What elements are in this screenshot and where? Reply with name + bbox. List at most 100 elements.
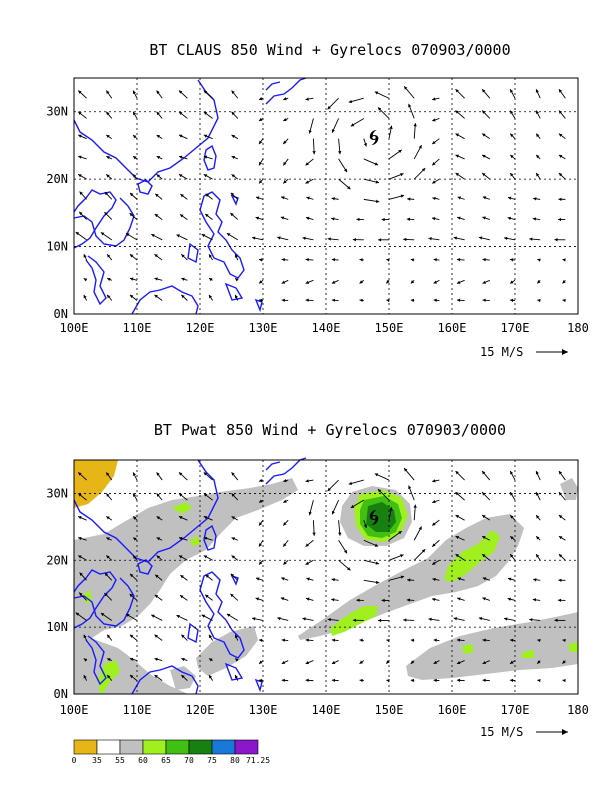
wind-vector — [129, 593, 138, 601]
wind-vector — [507, 216, 516, 221]
wind-vector — [535, 89, 541, 99]
wind-vector — [481, 491, 491, 501]
wind-vector — [156, 111, 163, 119]
wind-vector — [529, 237, 541, 241]
colorbar-label: 75 — [207, 756, 217, 765]
wind-vector — [408, 103, 415, 119]
wind-vector — [129, 277, 138, 281]
wind-vector — [282, 178, 289, 184]
wind-vector — [403, 237, 415, 242]
wind-vector — [231, 472, 239, 481]
wind-vector — [181, 657, 188, 662]
wind-vector — [106, 537, 112, 541]
wind-vector — [156, 173, 163, 180]
wind-vector — [77, 173, 87, 180]
wind-vector — [104, 211, 113, 220]
pwat-region-60-65 — [568, 642, 578, 652]
wind-vector-field — [75, 86, 566, 303]
wind-vector — [203, 90, 213, 99]
wind-vector — [312, 520, 316, 536]
wind-vector — [106, 134, 113, 140]
wind-vector — [277, 236, 289, 241]
wind-vector — [432, 97, 440, 101]
wind-vector — [331, 298, 339, 302]
coastline-hainan — [137, 179, 153, 195]
wind-vector — [156, 537, 163, 541]
coastline-mainland — [73, 79, 219, 249]
wind-vector — [100, 232, 113, 241]
wind-vector — [106, 277, 112, 282]
coastline-japan — [265, 77, 307, 105]
reference-vector-label: 15 M/S — [480, 725, 523, 739]
wind-vector — [178, 516, 188, 521]
wind-vector — [83, 674, 88, 681]
colorbar-swatch — [96, 739, 121, 755]
wind-vector — [386, 279, 390, 284]
wind-vector — [455, 133, 465, 140]
x-tick-label: 110E — [123, 321, 152, 335]
wind-vector — [75, 612, 87, 621]
wind-vector — [77, 111, 87, 119]
wind-vector — [331, 598, 339, 602]
wind-vector — [374, 473, 390, 481]
wind-vector — [181, 634, 188, 641]
wind-vector — [359, 638, 364, 642]
wind-vector — [338, 158, 348, 173]
x-tick-label: 170E — [501, 703, 530, 717]
wind-vector — [105, 90, 113, 99]
wind-vector — [558, 154, 566, 160]
wind-vector — [535, 491, 541, 501]
wind-vector — [258, 478, 264, 483]
wind-vector — [433, 638, 440, 642]
wind-vector — [558, 578, 566, 582]
wind-vector — [281, 298, 289, 302]
wind-vector — [258, 138, 264, 145]
wind-vector — [478, 236, 490, 241]
wind-vector — [331, 660, 339, 665]
wind-vector — [432, 118, 440, 122]
wind-vector — [281, 577, 289, 581]
wind-vector — [331, 118, 340, 133]
wind-vector — [381, 598, 390, 603]
wind-vector — [231, 493, 239, 501]
wind-vector — [509, 172, 516, 180]
wind-vector — [509, 491, 516, 501]
coastline-philippines — [187, 571, 245, 681]
wind-vector — [348, 479, 364, 485]
wind-vector — [388, 125, 393, 139]
wind-vector — [562, 678, 566, 683]
wind-vector — [78, 592, 87, 601]
wind-vector — [234, 634, 239, 641]
wind-vector — [377, 488, 390, 501]
reference-vector: 15 M/S — [480, 345, 568, 359]
wind-vector — [258, 279, 264, 284]
wind-vector — [203, 555, 213, 561]
wind-vector — [156, 155, 163, 160]
wind-vector — [100, 612, 113, 621]
wind-vector — [151, 614, 163, 621]
wind-vector — [83, 658, 88, 662]
wind-vector — [431, 217, 440, 221]
wind-vector — [180, 574, 188, 581]
wind-vector — [331, 578, 339, 582]
colorbar-label: 0 — [72, 756, 77, 765]
pwat-region-60-65 — [444, 530, 500, 582]
coastline-islands — [230, 194, 263, 313]
wind-vector — [78, 211, 87, 220]
y-tick-label: 30N — [46, 486, 68, 500]
wind-vector — [359, 258, 364, 262]
wind-vector — [231, 134, 239, 140]
wind-vector — [327, 479, 339, 492]
wind-vector — [482, 577, 490, 581]
coastline-mainland — [73, 459, 219, 629]
wind-vector — [327, 237, 339, 241]
wind-vector — [433, 660, 440, 665]
gyre-marker-icon: 🌀︎ — [369, 126, 379, 151]
wind-vector — [359, 298, 364, 303]
wind-vector — [129, 634, 138, 641]
panel-claus: BT CLAUS 850 Wind + Gyrelocs 070903/0000… — [46, 41, 589, 359]
wind-vector — [410, 279, 415, 284]
wind-vector — [481, 88, 491, 99]
wind-vector — [255, 597, 264, 601]
